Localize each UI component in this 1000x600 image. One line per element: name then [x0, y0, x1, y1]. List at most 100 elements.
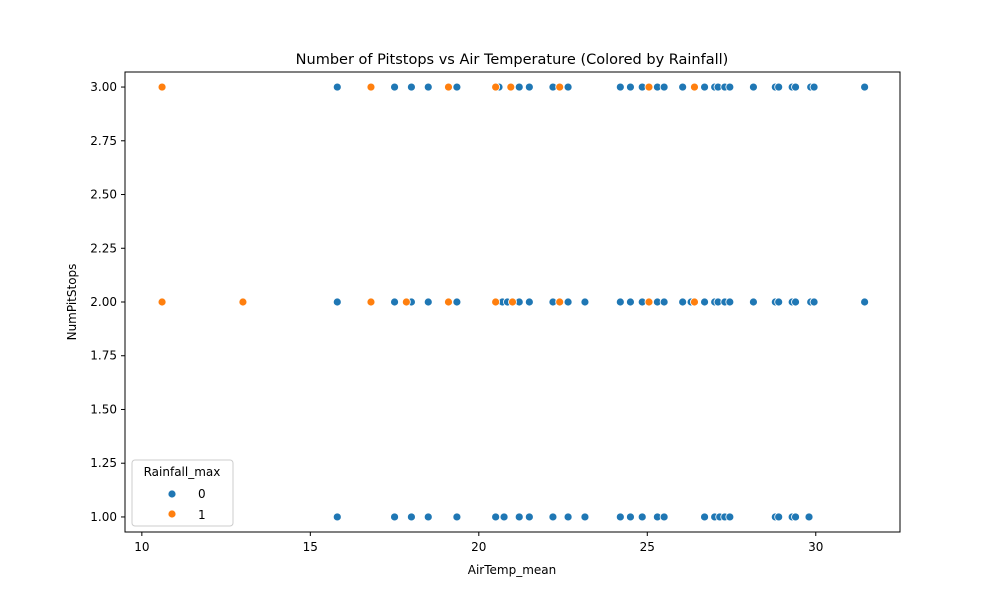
data-point-rainfall-0 [659, 82, 669, 92]
y-tick-label: 1.00 [90, 510, 117, 524]
data-point-rainfall-0 [452, 297, 462, 307]
legend: Rainfall_max 0 1 [131, 459, 234, 527]
data-point-rainfall-0 [804, 512, 814, 522]
data-point-rainfall-0 [514, 82, 524, 92]
y-tick-label: 2.25 [90, 241, 117, 255]
data-point-rainfall-1 [555, 82, 565, 92]
x-axis: 10 15 20 25 30 [134, 532, 823, 554]
data-point-rainfall-0 [860, 82, 870, 92]
data-point-rainfall-0 [563, 82, 573, 92]
data-point-rainfall-0 [423, 512, 433, 522]
data-point-rainfall-0 [791, 82, 800, 92]
data-point-rainfall-0 [452, 82, 462, 92]
x-tick-label: 10 [134, 540, 149, 554]
data-point-rainfall-0 [452, 512, 462, 522]
legend-title: Rainfall_max [144, 465, 221, 479]
data-point-rainfall-0 [678, 297, 688, 307]
data-point-rainfall-1 [157, 82, 167, 92]
y-tick-label: 2.00 [90, 295, 117, 309]
legend-box [131, 459, 234, 527]
data-point-rainfall-0 [659, 512, 669, 522]
data-point-rainfall-0 [774, 82, 784, 92]
chart-title: Number of Pitstops vs Air Temperature (C… [296, 52, 729, 68]
data-point-rainfall-0 [615, 82, 625, 92]
data-point-rainfall-0 [615, 512, 625, 522]
y-tick-label: 2.50 [90, 188, 117, 202]
data-point-rainfall-0 [749, 82, 758, 92]
data-point-rainfall-0 [514, 512, 524, 522]
x-tick-label: 25 [640, 540, 655, 554]
y-tick-label: 3.00 [90, 80, 117, 94]
data-point-rainfall-0 [626, 297, 635, 307]
data-point-rainfall-0 [626, 82, 635, 92]
data-point-rainfall-0 [332, 82, 342, 92]
x-axis-label: AirTemp_mean [468, 563, 557, 577]
data-point-rainfall-1 [366, 297, 376, 307]
legend-label-1: 1 [198, 508, 206, 522]
data-point-rainfall-1 [401, 297, 411, 307]
data-point-rainfall-0 [725, 297, 735, 307]
data-point-rainfall-0 [678, 82, 688, 92]
data-point-rainfall-1 [444, 82, 453, 92]
data-point-rainfall-0 [580, 297, 590, 307]
data-point-rainfall-0 [332, 512, 342, 522]
data-point-rainfall-0 [700, 82, 709, 92]
data-point-rainfall-0 [725, 82, 735, 92]
data-point-rainfall-0 [860, 297, 870, 307]
data-point-rainfall-0 [524, 297, 534, 307]
x-tick-label: 20 [471, 540, 486, 554]
data-point-rainfall-1 [690, 82, 699, 92]
data-point-rainfall-0 [524, 82, 534, 92]
x-tick-label: 15 [303, 540, 318, 554]
y-tick-label: 1.25 [90, 456, 117, 470]
data-point-rainfall-0 [580, 512, 590, 522]
data-point-rainfall-0 [423, 82, 433, 92]
y-tick-label: 2.75 [90, 134, 117, 148]
data-point-rainfall-1 [238, 297, 248, 307]
data-point-rainfall-0 [659, 297, 669, 307]
data-point-rainfall-0 [774, 512, 784, 522]
data-point-rainfall-1 [366, 82, 376, 92]
data-point-rainfall-0 [548, 512, 558, 522]
data-point-rainfall-0 [774, 297, 784, 307]
legend-label-0: 0 [198, 487, 206, 501]
data-point-rainfall-1 [491, 297, 501, 307]
data-point-rainfall-0 [524, 512, 534, 522]
data-point-rainfall-0 [407, 512, 416, 522]
data-point-rainfall-0 [615, 297, 625, 307]
data-point-rainfall-0 [791, 512, 800, 522]
data-point-rainfall-0 [423, 297, 433, 307]
data-point-rainfall-0 [499, 512, 509, 522]
data-point-rainfall-1 [157, 297, 167, 307]
x-tick-label: 30 [808, 540, 823, 554]
y-axis-label: NumPitStops [65, 264, 79, 341]
data-point-rainfall-0 [407, 82, 416, 92]
legend-marker-0 [167, 489, 177, 499]
y-axis: 1.00 1.25 1.50 1.75 2.00 2.25 2.50 2.75 3.00 [90, 80, 125, 524]
data-point-rainfall-0 [491, 512, 501, 522]
data-point-rainfall-0 [390, 82, 399, 92]
points-layer [157, 82, 870, 522]
data-point-rainfall-0 [749, 297, 758, 307]
data-point-rainfall-0 [563, 512, 573, 522]
data-point-rainfall-0 [563, 297, 573, 307]
data-point-rainfall-0 [637, 512, 647, 522]
data-point-rainfall-1 [491, 82, 501, 92]
data-point-rainfall-1 [508, 297, 517, 307]
data-point-rainfall-0 [390, 512, 399, 522]
y-tick-label: 1.50 [90, 402, 117, 416]
legend-marker-1 [167, 509, 177, 519]
data-point-rainfall-0 [700, 512, 709, 522]
data-point-rainfall-0 [809, 297, 819, 307]
data-point-rainfall-0 [700, 297, 709, 307]
data-point-rainfall-0 [809, 82, 819, 92]
data-point-rainfall-1 [644, 82, 654, 92]
data-point-rainfall-0 [332, 297, 342, 307]
data-point-rainfall-0 [626, 512, 635, 522]
y-tick-label: 1.75 [90, 349, 117, 363]
data-point-rainfall-0 [725, 512, 735, 522]
data-point-rainfall-1 [506, 82, 516, 92]
data-point-rainfall-1 [555, 297, 565, 307]
